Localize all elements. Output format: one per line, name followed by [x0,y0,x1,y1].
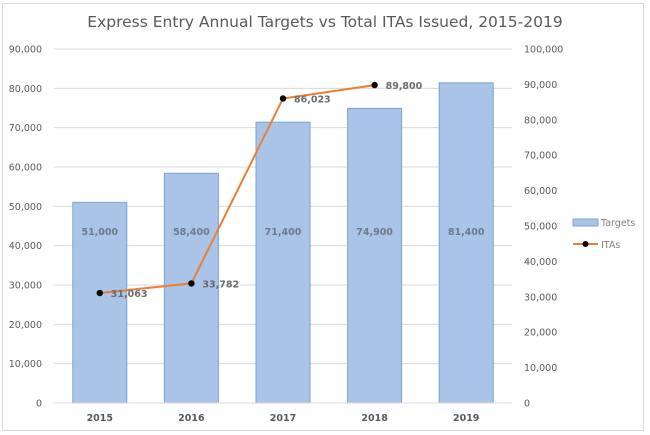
left-axis: 0 10,000 20,000 30,000 40,000 50,000 60,000 70,… [9,45,42,410]
bar-2018 [347,107,403,404]
left-tick-label: 60,000 [9,163,42,174]
left-tick-label: 30,000 [9,281,42,292]
bar-label: 74,900 [356,227,393,238]
left-tick-label: 0 [36,399,42,410]
itas-label: 31,063 [111,289,148,300]
legend-targets-swatch [572,218,599,227]
right-tick-label: 90,000 [524,80,557,91]
legend-itas-label: ITAs [601,240,620,251]
itas-label: 33,782 [202,279,239,290]
left-tick-label: 10,000 [9,359,42,370]
right-tick-label: 80,000 [524,115,557,126]
x-axis: 2015 2016 2017 2018 2019 [54,402,512,424]
right-axis: 0 10,000 20,000 30,000 40,000 50,000 60,000 70,… [524,45,563,410]
bar-2015 [72,201,128,404]
bar-label: 51,000 [81,227,118,238]
right-tick-label: 40,000 [524,257,557,268]
right-tick-label: 20,000 [524,328,557,339]
itas-line-series: 31,063 33,782 86,023 89,800 [96,81,423,300]
bar-label: 58,400 [173,227,210,238]
itas-label: 86,023 [294,94,331,105]
right-tick-label: 60,000 [524,186,557,197]
left-tick-label: 40,000 [9,241,42,252]
bar-label: 81,400 [448,227,485,238]
left-tick-label: 90,000 [9,45,42,56]
left-tick-label: 20,000 [9,320,42,331]
left-tick-label: 50,000 [9,202,42,213]
legend: Targets ITAs [572,218,635,251]
right-tick-label: 70,000 [524,151,557,162]
itas-marker-2016 [188,280,195,287]
bar-2017 [255,121,311,404]
targets-bars: 51,000 58,400 71,400 74,900 81,400 [72,82,494,404]
right-tick-label: 50,000 [524,222,557,233]
legend-targets-label: Targets [600,218,635,229]
bar-2019 [438,82,494,404]
itas-label: 89,800 [386,81,423,92]
category-label: 2019 [453,413,479,424]
right-tick-label: 10,000 [524,363,557,374]
itas-marker-2015 [96,289,104,297]
bar-label: 71,400 [265,227,302,238]
itas-marker-2018 [371,81,378,89]
right-tick-label: 30,000 [524,292,557,303]
right-tick-label: 100,000 [524,45,563,56]
itas-line [99,84,375,295]
itas-marker-2017 [279,95,287,102]
category-label: 2015 [87,413,113,424]
chart-title: Express Entry Annual Targets vs Total IT… [87,13,562,31]
category-label: 2017 [270,413,296,424]
left-tick-label: 70,000 [9,123,42,134]
legend-itas-marker [582,241,589,247]
right-tick-label: 0 [524,399,530,410]
category-label: 2016 [178,413,205,424]
left-tick-label: 80,000 [9,84,42,95]
category-label: 2018 [361,413,388,424]
